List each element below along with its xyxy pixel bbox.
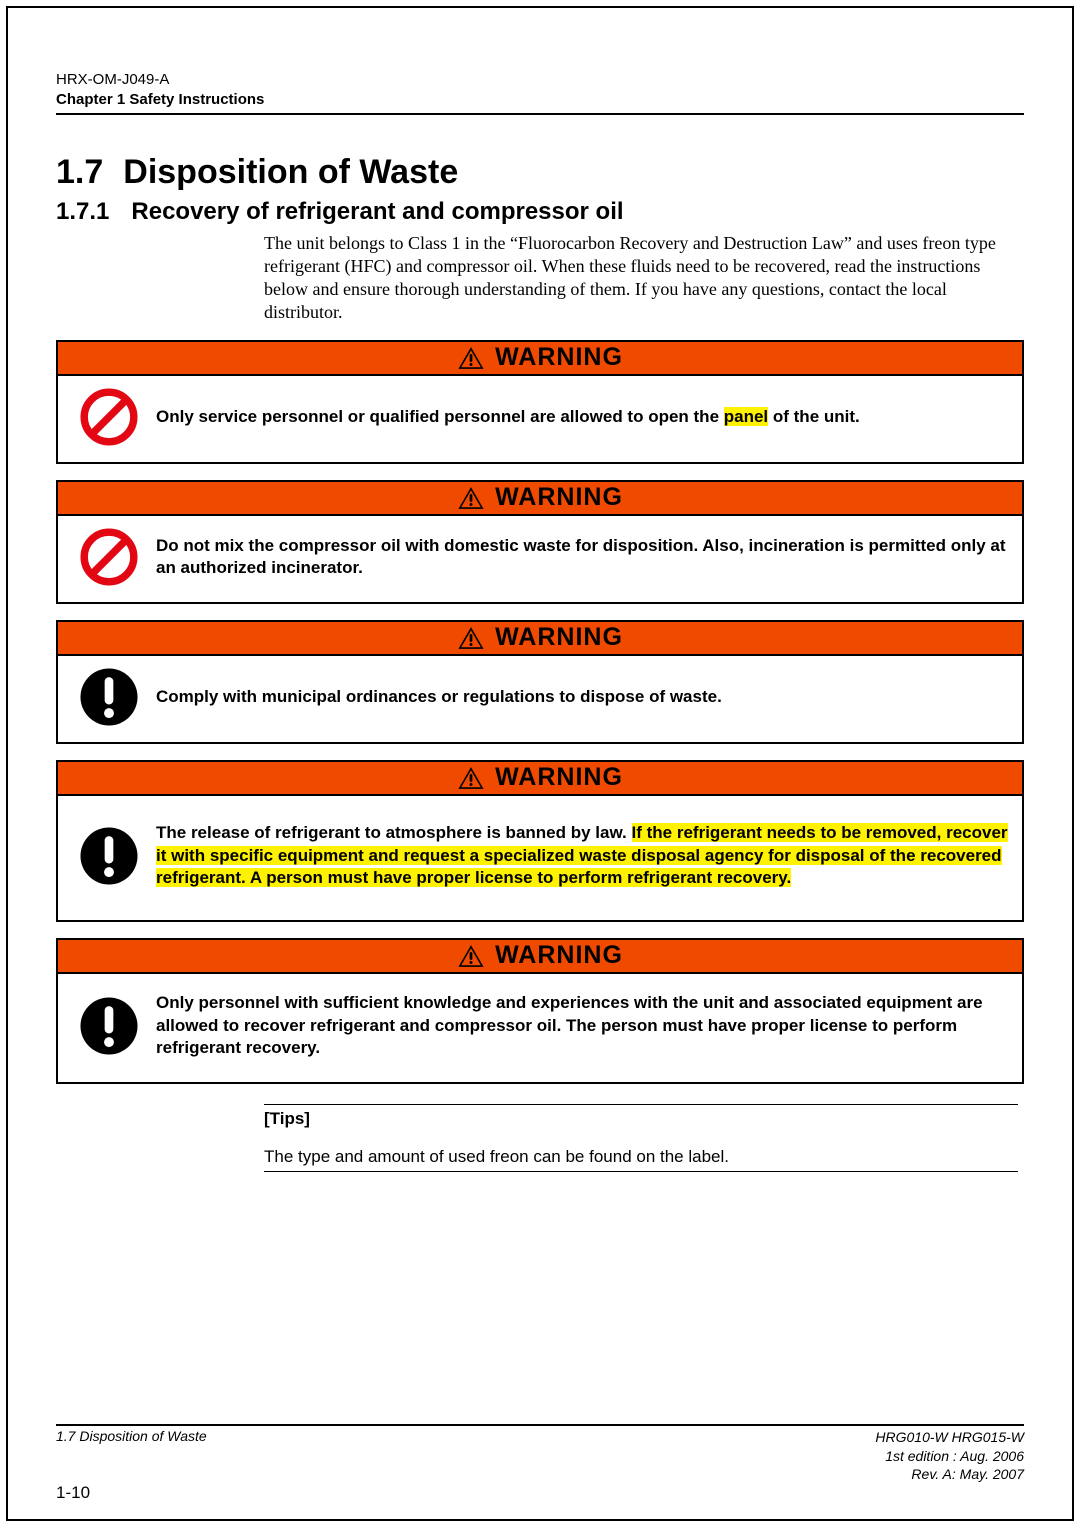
- prohibit-icon: [68, 526, 150, 588]
- section-number: 1.7: [56, 153, 103, 192]
- mandatory-icon: [68, 666, 150, 728]
- warning-text: Do not mix the compressor oil with domes…: [150, 535, 1008, 579]
- warning-box: WARNING Do not mix the compressor oil wit…: [56, 480, 1024, 604]
- tips-rule-bottom: [264, 1171, 1018, 1172]
- alert-triangle-icon: [457, 944, 485, 968]
- warning-header: WARNING: [58, 762, 1022, 796]
- warning-header: WARNING: [58, 342, 1022, 376]
- warning-label: WARNING: [495, 343, 623, 372]
- footer-edition: 1st edition : Aug. 2006: [875, 1447, 1024, 1465]
- section-title: Disposition of Waste: [123, 153, 458, 192]
- text-segment: of the unit.: [768, 407, 860, 426]
- warning-header: WARNING: [58, 622, 1022, 656]
- warning-box: WARNING Comply with municipal ordinances …: [56, 620, 1024, 744]
- warning-body: Do not mix the compressor oil with domes…: [58, 516, 1022, 602]
- warning-header: WARNING: [58, 482, 1022, 516]
- page-number: 1-10: [56, 1483, 90, 1503]
- text-segment: Comply with municipal ordinances or regu…: [156, 687, 722, 706]
- doc-id: HRX-OM-J049-A: [56, 70, 1024, 90]
- alert-triangle-icon: [457, 486, 485, 510]
- warning-box: WARNING The release of refrigerant to atm…: [56, 760, 1024, 922]
- text-segment: The release of refrigerant to atmosphere…: [156, 823, 632, 842]
- alert-triangle-icon: [457, 766, 485, 790]
- alert-triangle-icon: [457, 346, 485, 370]
- warning-body: Comply with municipal ordinances or regu…: [58, 656, 1022, 742]
- warning-body: Only service personnel or qualified pers…: [58, 376, 1022, 462]
- warning-body: The release of refrigerant to atmosphere…: [58, 796, 1022, 920]
- page-header: HRX-OM-J049-A Chapter 1 Safety Instructi…: [56, 70, 1024, 111]
- mandatory-icon: [68, 825, 150, 887]
- warning-label: WARNING: [495, 483, 623, 512]
- footer-left: 1.7 Disposition of Waste: [56, 1428, 207, 1483]
- warning-label: WARNING: [495, 941, 623, 970]
- footer-model: HRG010-W HRG015-W: [875, 1428, 1024, 1446]
- warning-text: Only personnel with sufficient knowledge…: [150, 992, 1008, 1058]
- tips-block: [Tips] The type and amount of used freon…: [264, 1104, 1018, 1172]
- page-footer: 1.7 Disposition of Waste HRG010-W HRG015…: [56, 1424, 1024, 1483]
- subsection-title: Recovery of refrigerant and compressor o…: [131, 198, 623, 226]
- subsection-heading: 1.7.1 Recovery of refrigerant and compre…: [56, 198, 1024, 226]
- tips-body: The type and amount of used freon can be…: [264, 1147, 1018, 1167]
- page-frame: HRX-OM-J049-A Chapter 1 Safety Instructi…: [6, 6, 1074, 1521]
- prohibit-icon: [68, 386, 150, 448]
- header-rule: [56, 113, 1024, 115]
- warning-text: Only service personnel or qualified pers…: [150, 406, 1008, 428]
- footer-rule: [56, 1424, 1024, 1426]
- warning-header: WARNING: [58, 940, 1022, 974]
- text-segment: Do not mix the compressor oil with domes…: [156, 536, 1006, 577]
- footer-right: HRG010-W HRG015-W 1st edition : Aug. 200…: [875, 1428, 1024, 1483]
- warning-text: Comply with municipal ordinances or regu…: [150, 686, 1008, 708]
- highlighted-text: panel: [724, 407, 768, 426]
- section-heading: 1.7 Disposition of Waste: [56, 153, 1024, 192]
- tips-label: [Tips]: [264, 1109, 1018, 1129]
- warning-body: Only personnel with sufficient knowledge…: [58, 974, 1022, 1082]
- subsection-number: 1.7.1: [56, 198, 109, 226]
- mandatory-icon: [68, 995, 150, 1057]
- text-segment: Only personnel with sufficient knowledge…: [156, 993, 983, 1056]
- warning-box: WARNING Only service personnel or qualifi…: [56, 340, 1024, 464]
- warning-label: WARNING: [495, 763, 623, 792]
- warning-box: WARNING Only personnel with sufficient kn…: [56, 938, 1024, 1084]
- warning-label: WARNING: [495, 623, 623, 652]
- intro-paragraph: The unit belongs to Class 1 in the “Fluo…: [264, 232, 1018, 324]
- footer-rev: Rev. A: May. 2007: [875, 1465, 1024, 1483]
- alert-triangle-icon: [457, 626, 485, 650]
- chapter-line: Chapter 1 Safety Instructions: [56, 90, 1024, 110]
- warning-text: The release of refrigerant to atmosphere…: [150, 822, 1008, 888]
- tips-rule-top: [264, 1104, 1018, 1105]
- text-segment: Only service personnel or qualified pers…: [156, 407, 724, 426]
